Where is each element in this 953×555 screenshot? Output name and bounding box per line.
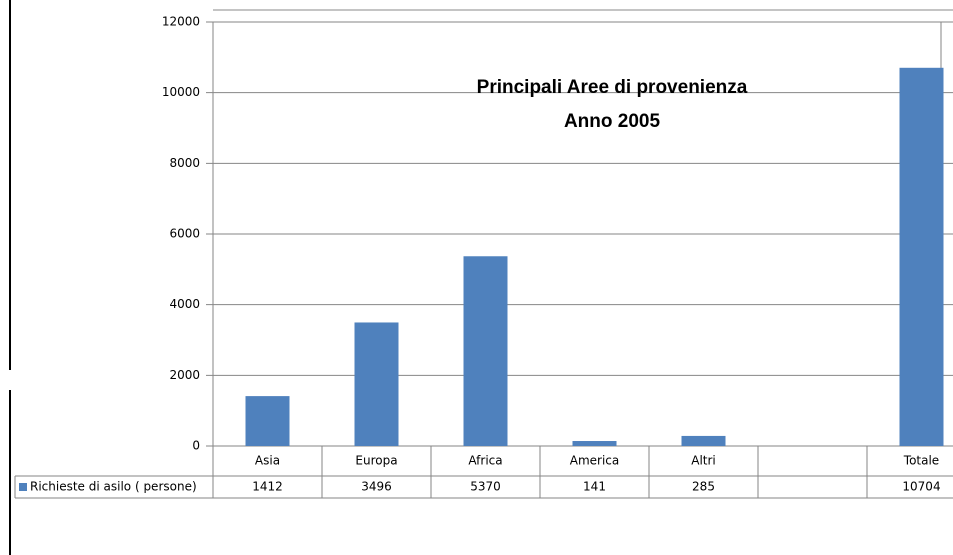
bar xyxy=(463,256,508,446)
y-tick-label: 4000 xyxy=(169,297,200,311)
table-value: 3496 xyxy=(361,480,392,494)
x-tick-label: Altri xyxy=(691,454,716,468)
x-tick-label: Europa xyxy=(355,454,397,468)
y-tick-label: 6000 xyxy=(169,227,200,241)
bar xyxy=(245,396,290,446)
y-tick-label: 10000 xyxy=(162,85,200,99)
legend-label: Richieste di asilo ( persone) xyxy=(30,480,197,494)
bar xyxy=(354,322,399,446)
y-tick-label: 2000 xyxy=(169,368,200,382)
x-tick-label: Asia xyxy=(255,454,280,468)
bar xyxy=(899,67,944,447)
x-tick-label: America xyxy=(570,454,620,468)
bar xyxy=(572,441,617,446)
x-tick-label: Africa xyxy=(468,454,502,468)
table-value: 1412 xyxy=(252,480,283,494)
table-value: 10704 xyxy=(902,480,940,494)
bar xyxy=(681,435,726,446)
table-value: 5370 xyxy=(470,480,501,494)
chart-title: Principali Aree di provenienza xyxy=(477,77,748,98)
legend-swatch xyxy=(19,483,27,491)
plot-area: 0 2000 4000 6000 8000 10000 12000 Richieste di … xyxy=(14,9,953,499)
table-value: 141 xyxy=(583,480,606,494)
table-value: 285 xyxy=(692,480,715,494)
x-tick-label: Totale xyxy=(903,454,939,468)
y-tick-label: 0 xyxy=(192,439,200,453)
y-tick-label: 8000 xyxy=(169,156,200,170)
y-tick-label: 12000 xyxy=(162,15,200,29)
chart-subtitle: Anno 2005 xyxy=(564,111,661,132)
